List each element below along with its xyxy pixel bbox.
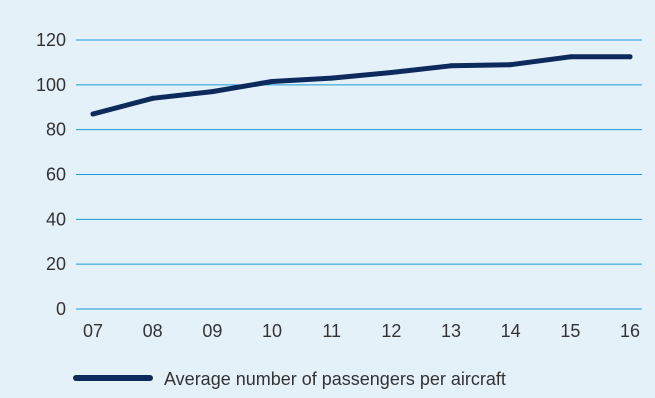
x-tick-label: 09 [202, 321, 222, 341]
x-tick-label: 14 [501, 321, 521, 341]
y-tick-label: 120 [36, 30, 66, 50]
y-tick-label: 20 [46, 254, 66, 274]
data-point [567, 54, 573, 60]
legend-label: Average number of passengers per aircraf… [164, 369, 506, 389]
x-tick-label: 16 [620, 321, 640, 341]
data-point [388, 70, 394, 76]
y-tick-label: 0 [56, 299, 66, 319]
data-point [329, 75, 335, 81]
y-tick-label: 80 [46, 120, 66, 140]
x-tick-label: 12 [381, 321, 401, 341]
y-axis-ticks: 0 20 40 60 80 100 120 [36, 30, 66, 319]
data-point [627, 54, 633, 60]
series-line [90, 54, 633, 117]
y-tick-label: 100 [36, 75, 66, 95]
x-tick-label: 13 [441, 321, 461, 341]
x-tick-label: 15 [560, 321, 580, 341]
data-point [150, 95, 156, 101]
data-point [448, 63, 454, 69]
x-tick-label: 10 [262, 321, 282, 341]
series-layer [90, 54, 633, 117]
data-point [90, 111, 96, 117]
x-tick-label: 07 [83, 321, 103, 341]
x-tick-label: 08 [143, 321, 163, 341]
data-point [269, 78, 275, 84]
y-tick-label: 60 [46, 165, 66, 185]
y-tick-label: 40 [46, 209, 66, 229]
x-axis-ticks: 07 08 09 10 11 12 13 14 15 16 [83, 321, 640, 341]
data-point [209, 89, 215, 95]
x-tick-label: 11 [322, 321, 341, 341]
legend: Average number of passengers per aircraf… [73, 369, 506, 389]
data-point [508, 62, 514, 68]
gridlines [76, 39, 642, 310]
